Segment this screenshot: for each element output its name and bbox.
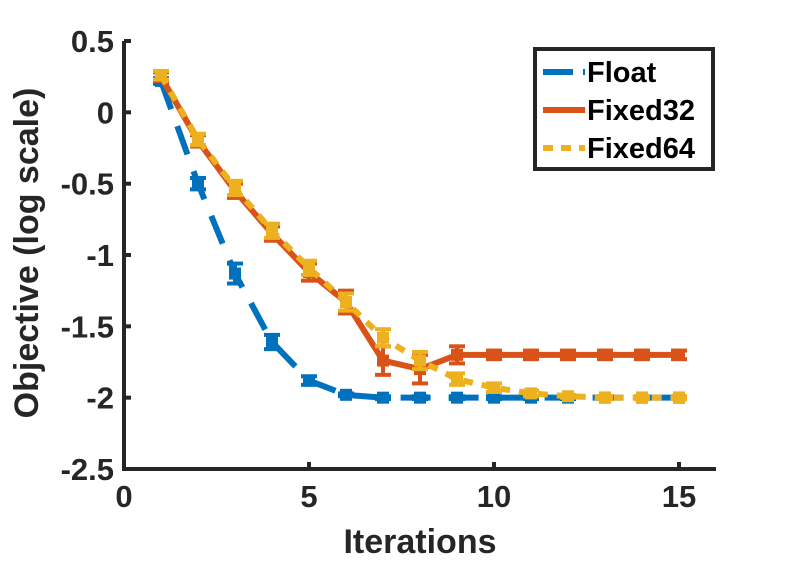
data-point	[673, 348, 685, 361]
data-point	[562, 390, 574, 403]
data-point	[451, 348, 463, 361]
data-point	[266, 224, 278, 237]
data-point	[229, 181, 241, 194]
data-point	[525, 348, 537, 361]
y-tick-label: 0	[97, 95, 114, 130]
data-point	[488, 391, 500, 404]
legend-label: Fixed64	[587, 133, 695, 165]
data-point	[377, 331, 389, 344]
data-point	[636, 391, 648, 404]
data-point	[414, 354, 426, 367]
data-point	[451, 391, 463, 404]
data-point	[340, 296, 352, 309]
data-point	[599, 391, 611, 404]
data-point	[303, 261, 315, 274]
legend-item-fixed64: Fixed64	[543, 133, 695, 165]
legend-item-float: Float	[543, 57, 657, 89]
data-point	[340, 388, 352, 401]
data-point	[488, 348, 500, 361]
data-point	[266, 336, 278, 349]
legend: Float Fixed32 Fixed64	[533, 47, 715, 171]
legend-item-fixed32: Fixed32	[543, 95, 695, 127]
x-axis-title: Iterations	[343, 523, 496, 561]
y-tick-label: -2	[86, 381, 114, 416]
data-series	[153, 68, 687, 404]
y-tick-label: -0.5	[61, 167, 114, 202]
series-fixed64	[153, 68, 687, 404]
data-point	[192, 133, 204, 146]
x-tick-label: 15	[662, 479, 696, 514]
y-tick-label: -1	[86, 238, 114, 273]
y-tick-label: 0.5	[71, 24, 114, 59]
data-point	[377, 391, 389, 404]
data-point	[525, 387, 537, 400]
legend-label: Float	[587, 57, 657, 89]
data-point	[155, 69, 167, 82]
legend-label: Fixed32	[587, 95, 695, 127]
data-point	[562, 348, 574, 361]
data-point	[451, 373, 463, 386]
data-point	[303, 374, 315, 387]
x-tick-label: 10	[477, 479, 511, 514]
data-point	[599, 348, 611, 361]
data-point	[488, 381, 500, 394]
tick-labels: 0 5 10 15 0.5 0 -0.5 -1 -1.5 -2 -2.5	[61, 24, 697, 514]
x-tick-label: 0	[115, 479, 132, 514]
y-tick-label: -2.5	[61, 452, 114, 487]
tick-marks	[122, 39, 681, 471]
y-axis-title: Objective (log scale)	[8, 88, 46, 419]
y-tick-label: -1.5	[61, 309, 114, 344]
data-point	[229, 267, 241, 280]
data-point	[377, 354, 389, 367]
x-tick-label: 5	[300, 479, 317, 514]
data-point	[414, 391, 426, 404]
data-point	[673, 391, 685, 404]
data-point	[636, 348, 648, 361]
data-point	[192, 177, 204, 190]
